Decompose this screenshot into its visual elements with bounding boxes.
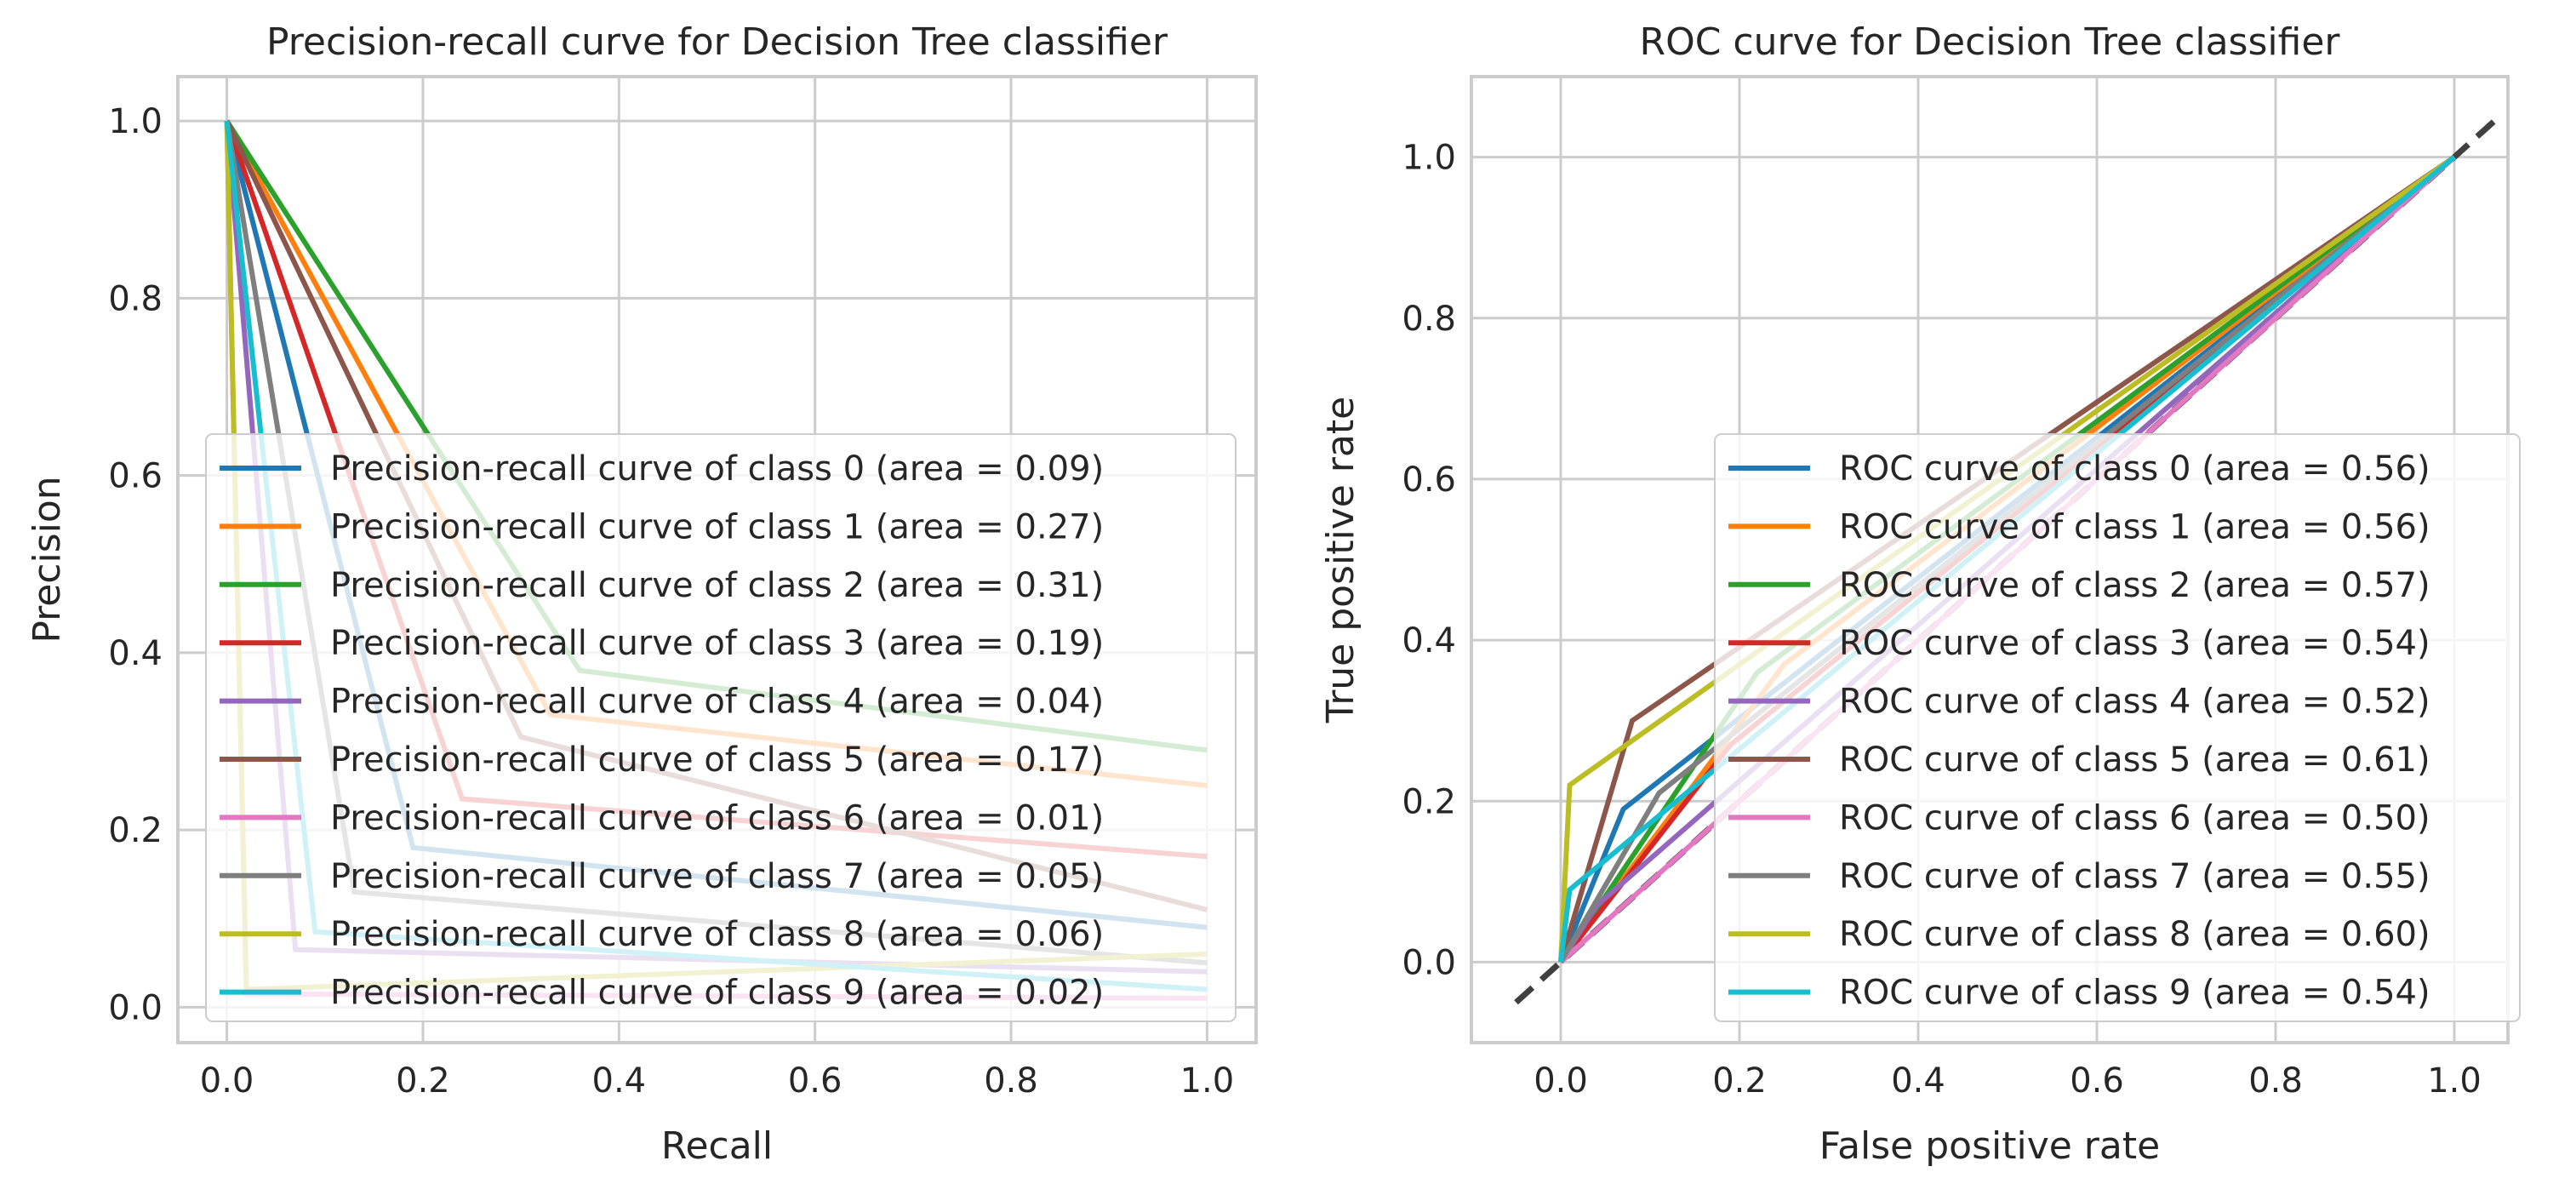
roc-chart: 0.0 0.2 0.4 0.6 0.8 1.0 0.0 0.2 0.4 0.6 0.8 1.0 ROC…	[1319, 20, 2521, 1168]
pr-x-tick-3: 0.6	[788, 1061, 842, 1101]
roc-series-0-line	[1558, 155, 2456, 963]
pr-x-tick-0: 0.0	[200, 1061, 254, 1101]
roc-legend-label-7: ROC curve of class 7 (area = 0.55)	[1839, 857, 2430, 896]
roc-legend-entry-6: ROC curve of class 6 (area = 0.50)	[1728, 798, 2430, 838]
roc-y-tick-0: 0.0	[1402, 943, 1456, 982]
roc-legend-label-6: ROC curve of class 6 (area = 0.50)	[1839, 798, 2430, 838]
pr-y-tick-2: 0.4	[108, 634, 163, 673]
roc-x-tick-0: 0.0	[1534, 1061, 1588, 1101]
roc-legend-label-0: ROC curve of class 0 (area = 0.56)	[1839, 449, 2430, 489]
roc-legend-entry-7: ROC curve of class 7 (area = 0.55)	[1728, 857, 2430, 896]
roc-legend-entry-8: ROC curve of class 8 (area = 0.60)	[1728, 915, 2430, 954]
pr-legend-entry-4: Precision-recall curve of class 4 (area …	[220, 683, 1104, 722]
pr-axes-frame	[176, 75, 1258, 1044]
roc-x-tick-2: 0.4	[1891, 1061, 1945, 1101]
pr-legend-entry-6: Precision-recall curve of class 6 (area …	[220, 798, 1104, 838]
roc-x-tick-4: 0.8	[2248, 1061, 2303, 1101]
roc-ticks: 0.0 0.2 0.4 0.6 0.8 1.0 0.0 0.2 0.4 0.6 0.8 1.0	[1402, 139, 2481, 1101]
pr-legend-box	[205, 433, 1237, 1022]
pr-legend-entry-2: Precision-recall curve of class 2 (area …	[220, 566, 1104, 605]
roc-legend-label-8: ROC curve of class 8 (area = 0.60)	[1839, 915, 2430, 954]
pr-x-axis-label: Recall	[661, 1124, 773, 1168]
pr-legend-entry-5: Precision-recall curve of class 5 (area …	[220, 740, 1104, 780]
pr-x-tick-2: 0.4	[592, 1061, 647, 1101]
pr-legend-label-2: Precision-recall curve of class 2 (area …	[330, 566, 1104, 605]
roc-x-tick-5: 1.0	[2427, 1061, 2482, 1101]
pr-y-axis-label: Precision	[26, 476, 69, 643]
pr-y-tick-5: 1.0	[108, 102, 163, 141]
pr-y-tick-1: 0.2	[108, 811, 163, 850]
roc-legend-label-3: ROC curve of class 3 (area = 0.54)	[1839, 624, 2430, 663]
roc-legend-entry-2: ROC curve of class 2 (area = 0.57)	[1728, 566, 2430, 605]
roc-legend-entry-0: ROC curve of class 0 (area = 0.56)	[1728, 449, 2430, 489]
pr-legend-entry-9: Precision-recall curve of class 9 (area …	[220, 974, 1104, 1013]
roc-y-tick-2: 0.4	[1402, 621, 1456, 660]
roc-legend-entry-3: ROC curve of class 3 (area = 0.54)	[1728, 624, 2430, 663]
roc-x-tick-3: 0.6	[2070, 1061, 2124, 1101]
roc-y-tick-4: 0.8	[1402, 300, 1456, 339]
roc-legend-label-4: ROC curve of class 4 (area = 0.52)	[1839, 683, 2430, 722]
pr-legend-label-8: Precision-recall curve of class 8 (area …	[330, 915, 1104, 954]
pr-chart-title: Precision-recall curve for Decision Tree…	[266, 20, 1168, 64]
roc-chart-title: ROC curve for Decision Tree classifier	[1640, 20, 2341, 64]
pr-legend-entry-1: Precision-recall curve of class 1 (area …	[220, 507, 1104, 546]
roc-series-5-line	[1558, 155, 2456, 963]
pr-x-tick-5: 1.0	[1180, 1061, 1235, 1101]
pr-legend-entry-0: Precision-recall curve of class 0 (area …	[220, 449, 1104, 489]
pr-legend-label-1: Precision-recall curve of class 1 (area …	[330, 507, 1104, 546]
pr-legend-label-6: Precision-recall curve of class 6 (area …	[330, 798, 1104, 838]
pr-chart: 0.0 0.2 0.4 0.6 0.8 1.0 0.0 0.2 0.4 0.6 0.8 1.0 Pre…	[26, 20, 1258, 1168]
pr-y-tick-0: 0.0	[108, 988, 163, 1027]
roc-y-tick-1: 0.2	[1402, 782, 1456, 821]
pr-x-tick-1: 0.2	[396, 1061, 450, 1101]
roc-legend-entry-5: ROC curve of class 5 (area = 0.61)	[1728, 740, 2430, 780]
pr-legend-entry-8: Precision-recall curve of class 8 (area …	[220, 915, 1104, 954]
roc-legend-label-2: ROC curve of class 2 (area = 0.57)	[1839, 566, 2430, 605]
roc-legend-entry-9: ROC curve of class 9 (area = 0.54)	[1728, 974, 2430, 1013]
pr-legend-label-0: Precision-recall curve of class 0 (area …	[330, 449, 1104, 489]
pr-y-tick-4: 0.8	[108, 279, 163, 318]
pr-legend-label-4: Precision-recall curve of class 4 (area …	[330, 683, 1104, 722]
roc-legend-label-9: ROC curve of class 9 (area = 0.54)	[1839, 974, 2430, 1013]
roc-legend-entry-4: ROC curve of class 4 (area = 0.52)	[1728, 683, 2430, 722]
roc-y-tick-3: 0.6	[1402, 460, 1456, 500]
roc-series-7-line	[1558, 155, 2456, 963]
roc-legend-entry-1: ROC curve of class 1 (area = 0.56)	[1728, 507, 2430, 546]
pr-legend-entry-7: Precision-recall curve of class 7 (area …	[220, 857, 1104, 896]
pr-y-tick-3: 0.6	[108, 457, 163, 496]
roc-x-axis-label: False positive rate	[1819, 1124, 2160, 1168]
roc-series-8-line	[1558, 155, 2456, 963]
pr-legend-label-7: Precision-recall curve of class 7 (area …	[330, 857, 1104, 896]
pr-ticks: 0.0 0.2 0.4 0.6 0.8 1.0 0.0 0.2 0.4 0.6 0.8 1.0	[108, 102, 1234, 1101]
roc-legend-label-1: ROC curve of class 1 (area = 0.56)	[1839, 507, 2430, 546]
pr-x-tick-4: 0.8	[984, 1061, 1038, 1101]
roc-series-9-line	[1558, 155, 2456, 963]
pr-legend-label-3: Precision-recall curve of class 3 (area …	[330, 624, 1104, 663]
roc-legend-box	[1714, 433, 2521, 1022]
roc-x-tick-1: 0.2	[1712, 1061, 1767, 1101]
pr-legend-label-9: Precision-recall curve of class 9 (area …	[330, 974, 1104, 1013]
roc-y-tick-5: 1.0	[1402, 139, 1456, 178]
pr-legend-entry-3: Precision-recall curve of class 3 (area …	[220, 624, 1104, 663]
roc-legend-label-5: ROC curve of class 5 (area = 0.61)	[1839, 740, 2430, 780]
roc-legend: ROC curve of class 0 (area = 0.56) ROC c…	[1714, 433, 2521, 1022]
roc-y-axis-label: True positive rate	[1319, 397, 1362, 723]
pr-legend: Precision-recall curve of class 0 (area …	[205, 433, 1237, 1022]
pr-legend-label-5: Precision-recall curve of class 5 (area …	[330, 740, 1104, 780]
